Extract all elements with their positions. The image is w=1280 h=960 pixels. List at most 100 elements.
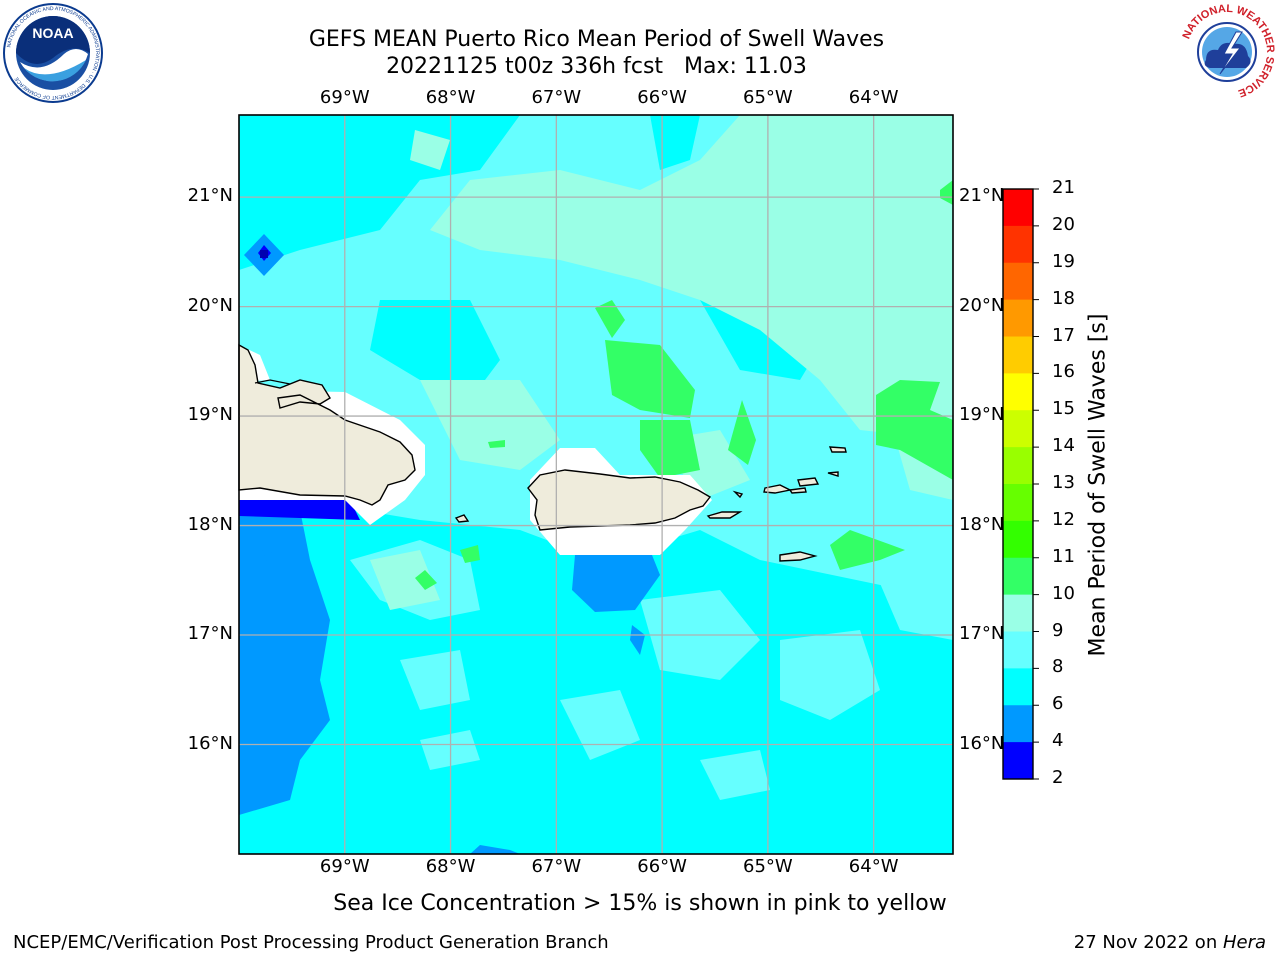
lat-tick-label-left: 16°N	[187, 732, 233, 754]
lon-tick-label-bottom: 64°W	[848, 856, 899, 877]
lon-tick-label-top: 68°W	[425, 87, 476, 108]
field-zone-11s	[940, 180, 953, 205]
field-zone-10s	[430, 115, 953, 440]
map-frame	[238, 114, 954, 855]
lon-tick-label-top: 66°W	[637, 87, 687, 108]
field-zone-8s	[239, 115, 520, 270]
lon-tick-label-bottom: 67°W	[531, 856, 582, 877]
chart-title: GEFS MEAN Puerto Rico Mean Period of Swe…	[308, 27, 885, 52]
colorbar-tick-label: 17	[1052, 324, 1075, 346]
field-zone-9s	[870, 560, 953, 640]
field-zone-11s	[640, 420, 700, 478]
colorbar-segment	[1003, 373, 1033, 411]
island-land	[732, 490, 744, 499]
colorbar-tick-label: 10	[1052, 582, 1075, 604]
island-land	[779, 551, 818, 562]
colorbar-tick-label: 13	[1052, 472, 1075, 493]
lon-tick-label-top: 67°W	[531, 87, 582, 108]
colorbar-tick-label: 6	[1052, 693, 1064, 715]
field-zone-6s	[572, 550, 660, 612]
lon-tick-label-bottom: 66°W	[637, 856, 687, 877]
lat-tick-label-right: 21°N	[959, 185, 1005, 207]
sea-ice-note: Sea Ice Concentration > 15% is shown in …	[333, 891, 947, 916]
footer-branch: NCEP/EMC/Verification Post Processing Pr…	[13, 932, 609, 953]
lat-tick-label-left: 18°N	[187, 513, 233, 535]
run-date: 27 Nov 2022 on	[1073, 932, 1223, 953]
chart-subtitle: 20221125 t00z 336h fcst Max: 11.03	[0, 54, 1193, 80]
field-zone-6s	[262, 550, 272, 565]
lon-tick-label-bottom: 69°W	[319, 856, 370, 877]
colorbar-segment	[1003, 557, 1033, 596]
colorbar-tick-label: 15	[1052, 398, 1075, 420]
field-zone-9s	[560, 690, 640, 760]
field-zone-11s	[460, 545, 480, 563]
lat-tick-label-left: 20°N	[187, 294, 233, 316]
field-zone-11s	[415, 570, 437, 590]
colorbar-segment	[1003, 225, 1033, 264]
field-zone-10s	[420, 380, 560, 470]
field-zone-11s	[830, 530, 905, 570]
colorbar-segment	[1003, 742, 1033, 780]
lon-tick-label-top: 69°W	[319, 87, 370, 108]
field-zone-6s	[239, 500, 330, 815]
colorbar-tick-label: 12	[1052, 508, 1075, 530]
field-zone-11s	[728, 400, 756, 465]
field-zone-11s	[605, 340, 695, 418]
colorbar-tick-label: 11	[1052, 545, 1075, 567]
field-zone-11s	[876, 380, 953, 480]
field-zone-9s	[780, 630, 880, 720]
field-zone-11s	[488, 440, 505, 448]
noaa-logo: NOAA NATIONAL OCEANIC AND ATMOSPHERIC AD…	[3, 3, 103, 103]
host-name: Hera	[1222, 932, 1266, 953]
field-zone-10s	[370, 550, 440, 610]
island-land	[788, 487, 807, 494]
colorbar-segment	[1003, 410, 1033, 448]
colorbar-segment	[1003, 668, 1033, 706]
colorbar-title: Mean Period of Swell Waves [s]	[1085, 313, 1111, 657]
lat-tick-label-right: 19°N	[959, 404, 1005, 426]
field-zone-9s	[700, 750, 770, 800]
colorbar-segment	[1003, 705, 1033, 743]
field-zone-4s	[239, 498, 360, 520]
lat-tick-label-left: 21°N	[187, 185, 233, 207]
island-land	[797, 477, 820, 487]
field-zone-6s	[630, 625, 645, 655]
land-layer	[238, 343, 847, 562]
colorbar-segment	[1003, 594, 1033, 632]
colorbar-tick-label: 8	[1052, 656, 1064, 678]
lat-tick-label-right: 20°N	[959, 294, 1005, 316]
colorbar-segment	[1003, 484, 1033, 522]
colorbar-tick-label: 20	[1052, 213, 1075, 235]
colorbar-segment	[1003, 447, 1033, 485]
island-land	[706, 511, 743, 519]
colorbar-segment	[1003, 520, 1033, 559]
field-zone-6s	[470, 845, 520, 854]
colorbar-tick-label: 19	[1052, 250, 1075, 272]
colorbar-tick-label: 2	[1052, 767, 1064, 788]
colorbar-segment	[1003, 299, 1033, 337]
lon-tick-label-top: 65°W	[743, 87, 793, 108]
max-value: Max: 11.03	[684, 54, 807, 79]
colorbar-segment	[1003, 631, 1033, 669]
field-zone-9s	[400, 650, 470, 710]
colorbar-segment	[1003, 336, 1033, 374]
field-zone-11s	[595, 300, 625, 338]
graticule	[239, 115, 953, 854]
colorbar-tick-label: 16	[1052, 361, 1075, 383]
colorbar-tick-label: 9	[1052, 619, 1064, 641]
island-land	[454, 514, 470, 523]
colorbar-segment	[1003, 189, 1033, 227]
island-land	[827, 471, 839, 477]
island-land	[763, 484, 793, 494]
lat-tick-label-right: 17°N	[959, 623, 1005, 645]
lat-tick-label-left: 19°N	[187, 404, 233, 426]
field-zone-10s	[410, 130, 450, 170]
noaa-logo-text: NOAA	[32, 25, 73, 41]
lat-tick-label-right: 16°N	[959, 732, 1005, 754]
coastline-detail	[254, 379, 291, 385]
colorbar-tick-label: 14	[1052, 435, 1075, 457]
colorbar-tick-label: 4	[1052, 730, 1064, 752]
puerto-rico-land	[527, 469, 712, 531]
colorbar	[1002, 188, 1039, 780]
